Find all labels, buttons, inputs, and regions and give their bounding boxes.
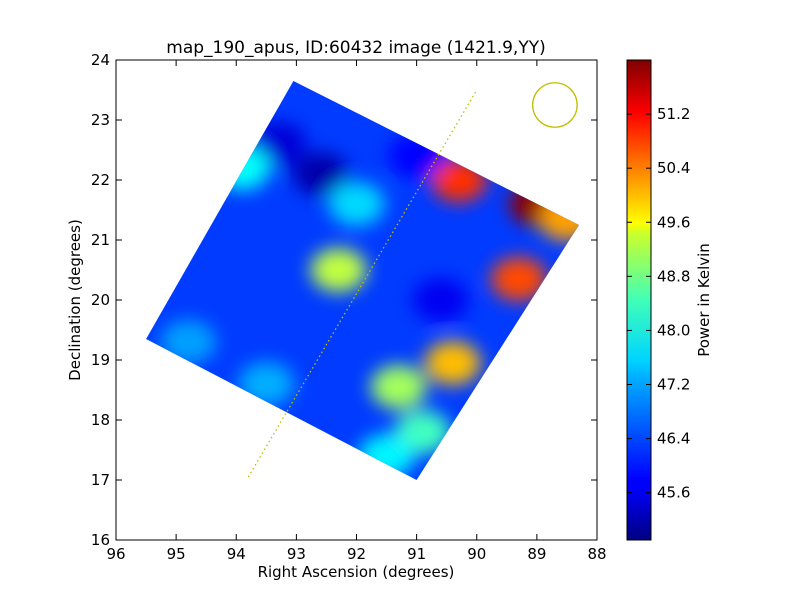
colorbar [626, 59, 652, 541]
y-tick-label: 18 [91, 411, 110, 429]
y-tick-label: 16 [91, 531, 110, 549]
colorbar-tick-label: 46.4 [657, 430, 690, 448]
y-tick-label: 23 [91, 111, 110, 129]
x-tick-label: 96 [106, 545, 125, 563]
x-tick-label: 88 [587, 545, 606, 563]
scan-track-line [247, 89, 478, 478]
heatmap-blob [538, 197, 579, 241]
y-tick-label: 19 [91, 351, 110, 369]
heatmap-blob [388, 134, 445, 178]
heatmap-blob [238, 362, 295, 406]
colorbar-tick-label: 48.8 [657, 267, 690, 285]
heatmap-blob [490, 257, 547, 301]
x-axis: 96 95 94 93 92 91 90 89 88 [106, 60, 607, 563]
colorbar-tick-label: 49.6 [657, 213, 690, 231]
x-tick-label: 95 [167, 545, 186, 563]
heatmap-blob [370, 365, 427, 409]
colorbar-tick-label: 48.0 [657, 321, 690, 339]
y-tick-label: 20 [91, 291, 110, 309]
y-tick-label: 17 [91, 471, 110, 489]
x-tick-label: 94 [227, 545, 246, 563]
heatmap-blob [214, 146, 271, 190]
colorbar-tick-label: 45.6 [657, 484, 690, 502]
colorbar-tick-label: 50.4 [657, 159, 690, 177]
colorbar-tick-label: 47.2 [657, 376, 690, 394]
x-tick-label: 90 [467, 545, 486, 563]
y-tick-label: 21 [91, 231, 110, 249]
heatmap-blob [328, 182, 385, 226]
colorbar-label: Power in Kelvin [695, 243, 713, 357]
x-tick-label: 93 [287, 545, 306, 563]
colorbar-ticks: 45.6 46.4 47.2 48.0 48.8 49.6 50.4 51.2 [627, 105, 690, 502]
y-tick-label: 22 [91, 171, 110, 189]
x-axis-label: Right Ascension (degrees) [258, 563, 455, 581]
x-tick-label: 91 [407, 545, 426, 563]
beam-size-circle [532, 82, 578, 128]
y-axis-label: Declination (degrees) [66, 219, 84, 381]
heatmap-blob [160, 320, 217, 364]
y-tick-label: 24 [91, 51, 110, 69]
chart-title: map_190_apus, ID:60432 image (1421.9,YY) [166, 38, 545, 58]
y-axis: 16 17 18 19 20 21 22 23 24 [91, 51, 597, 549]
x-tick-label: 89 [527, 545, 546, 563]
heatmap [146, 81, 579, 480]
heatmap-blob [424, 341, 481, 385]
heatmap-blob [358, 434, 415, 478]
x-tick-label: 92 [347, 545, 366, 563]
heatmap-blob [412, 278, 469, 322]
heatmap-blob [292, 152, 349, 196]
heatmap-blob [310, 248, 367, 292]
colorbar-tick-label: 51.2 [657, 105, 690, 123]
